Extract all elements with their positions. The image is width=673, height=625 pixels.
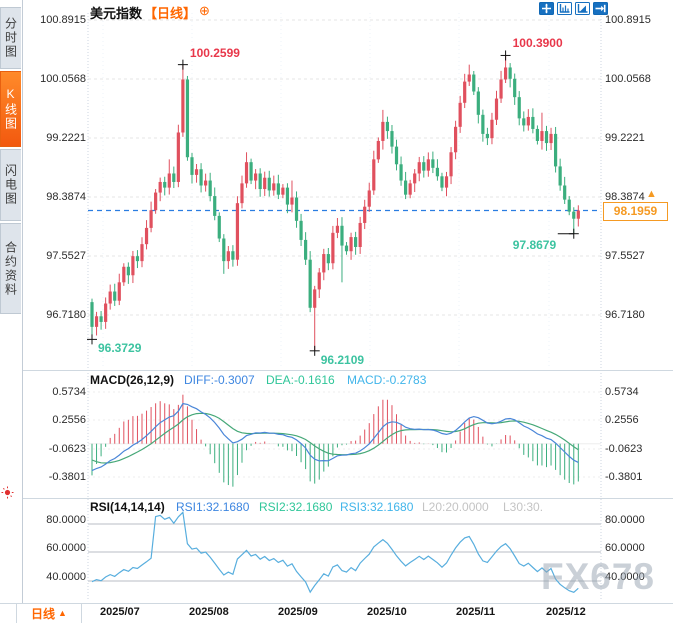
current-price-tag: 98.1959 [603,202,668,221]
rsi-l20-value: L20:20.0000 [422,500,489,514]
y-axis-label: 100.8915 [605,14,651,26]
watermark: FX678 [541,556,656,597]
y-axis-label: -0.0623 [48,443,86,455]
macd-diff-value: DIFF:-0.3007 [184,373,255,387]
high-price-annotation: 100.2599 [189,45,240,60]
rsi2-value: RSI2:32.1680 [259,500,333,514]
sidebar-tab-contract[interactable]: 合约资料 [0,223,21,314]
y-axis-label: 60.0000 [605,542,645,554]
macd-title: MACD(26,12,9) [90,373,175,387]
y-axis-label: 60.0000 [46,542,86,554]
y-axis-label: 0.5734 [52,386,86,398]
rsi3-value: RSI3:32.1680 [340,500,414,514]
x-axis-label: 2025/09 [278,606,318,618]
high-price-annotation: 100.3900 [512,36,563,51]
axis-fit-icon[interactable] [575,2,590,15]
low-price-annotation: 96.2109 [320,352,365,367]
macd-dea-value: DEA:-0.1616 [266,373,335,387]
sidebar-tab-timeline[interactable]: 分时图 [0,7,21,69]
y-axis-label: 99.2221 [46,132,86,144]
add-overlay-icon[interactable]: ⊕ [199,3,210,18]
y-axis-label: -0.3801 [605,471,643,483]
rsi1-value: RSI1:32.1680 [176,500,250,514]
y-axis-label: 0.5734 [605,386,639,398]
y-axis-label: 96.7180 [46,309,86,321]
y-axis-label: 0.2556 [52,414,86,426]
low-price-annotation: 96.3729 [98,341,142,356]
y-axis-label: 100.0568 [605,73,651,85]
y-axis-label: -0.3801 [48,471,86,483]
y-axis-label: 100.0568 [40,73,86,85]
y-axis-label: 96.7180 [605,309,645,321]
x-axis-label: 2025/12 [546,606,586,618]
chart-title: 美元指数 [90,6,143,21]
x-axis-label: 2025/07 [100,606,140,618]
live-indicator-icon [1,486,14,504]
period-selector[interactable]: 日线 ▲ [16,603,82,623]
y-axis-label: 100.8915 [40,14,86,26]
y-axis-label: 0.2556 [605,414,639,426]
period-tag: 【日线】 [144,6,197,21]
y-axis-label: 97.5527 [46,250,86,262]
y-axis-label: -0.0623 [605,443,643,455]
pan-icon[interactable] [539,2,554,15]
rsi-title: RSI(14,14,14) [90,500,165,514]
y-axis-label: 97.5527 [605,250,645,262]
y-axis-label: 98.3874 [605,191,645,203]
sidebar-tab-kline[interactable]: K线图 [0,71,21,147]
y-axis-label: 40.0000 [46,571,86,583]
price-up-arrow-icon: ▲ [646,188,657,200]
y-axis-label: 99.2221 [605,132,645,144]
y-axis-label: 40.0000 [605,571,645,583]
x-axis-label: 2025/10 [367,606,407,618]
macd-macd-value: MACD:-0.2783 [347,373,427,387]
y-axis-label: 80.0000 [605,514,645,526]
y-axis-label: 98.3874 [46,191,86,203]
panel-separator [0,370,673,371]
chart-toolbar [539,2,608,15]
x-axis-label: 2025/11 [456,606,496,618]
period-label: 日线 [31,606,56,621]
sidebar: 分时图 K线图 闪电图 合约资料 [0,0,23,624]
x-axis-label: 2025/08 [189,606,229,618]
sidebar-tab-flash[interactable]: 闪电图 [0,149,21,221]
rsi-l30-value: L30:30. [503,500,544,514]
goto-latest-icon[interactable] [593,2,608,15]
y-axis-label: 80.0000 [46,514,86,526]
panel-separator [0,498,673,499]
low-price-annotation: 97.8679 [512,237,557,252]
bottom-axis-bar [0,603,673,625]
axis-scale-icon[interactable] [557,2,572,15]
period-dropdown-icon: ▲ [58,608,67,618]
